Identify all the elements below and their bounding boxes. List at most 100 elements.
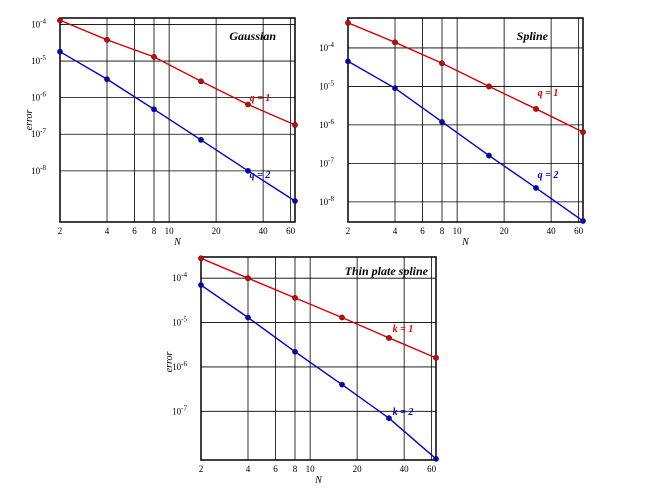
y-tick-label: 10-4	[31, 17, 46, 29]
y-tick-label: 10-4	[319, 41, 334, 53]
data-point	[57, 48, 63, 55]
plot-frame	[59, 17, 296, 223]
series-label: q = 2	[250, 170, 271, 181]
x-tick-label: 2	[199, 464, 204, 474]
series-label: q = 1	[538, 88, 559, 99]
data-point	[198, 255, 204, 262]
x-axis-label: N	[461, 237, 470, 248]
x-axis-label: N	[314, 475, 323, 486]
y-tick-label: 10-5	[31, 54, 46, 66]
data-point	[151, 53, 157, 60]
x-tick-label: 20	[500, 226, 510, 236]
x-tick-label: 10	[453, 226, 463, 236]
x-tick-label: 20	[353, 464, 363, 474]
y-tick-label: 10-4	[172, 271, 187, 283]
data-point	[57, 17, 63, 24]
data-point	[151, 106, 157, 113]
data-point	[392, 39, 398, 46]
data-point	[245, 101, 251, 108]
x-tick-label: 40	[259, 226, 269, 236]
plot-frame	[200, 256, 437, 461]
x-tick-label: 20	[212, 226, 222, 236]
data-point	[580, 129, 586, 136]
x-tick-label: 60	[427, 464, 437, 474]
data-point	[292, 348, 298, 355]
x-tick-label: 6	[420, 226, 425, 236]
y-tick-label: 10-6	[172, 360, 187, 372]
x-tick-label: 6	[273, 464, 278, 474]
data-point	[345, 19, 351, 26]
series-line-1	[200, 257, 437, 359]
x-tick-label: 2	[346, 226, 351, 236]
x-tick-label: 10	[165, 226, 175, 236]
x-tick-label: 60	[286, 226, 296, 236]
data-point	[433, 354, 439, 361]
y-tick-label: 10-7	[172, 404, 187, 416]
y-tick-label: 10-8	[319, 195, 334, 207]
data-point	[580, 218, 586, 224]
x-tick-label: 4	[246, 464, 251, 474]
data-point	[533, 106, 539, 112]
data-point	[386, 335, 392, 341]
x-tick-label: 8	[152, 226, 157, 236]
chart-title: Gaussian	[229, 29, 276, 43]
series-line-2	[200, 284, 437, 460]
data-point	[486, 152, 492, 159]
y-tick-label: 10-7	[31, 127, 46, 139]
x-tick-label: 4	[393, 226, 398, 236]
x-tick-label: 8	[293, 464, 298, 474]
x-axis-label: N	[173, 237, 182, 248]
y-tick-label: 10-5	[319, 79, 334, 91]
data-point	[245, 167, 251, 174]
data-point	[104, 36, 110, 43]
series-line-2	[59, 51, 296, 202]
data-point	[339, 381, 345, 388]
series-line-1	[59, 19, 296, 126]
chart-panel-2: 2 4 6 8 10 20 40 60 10-4 10-5 10-6 10-7 10-8 N Spline q…	[319, 17, 586, 248]
x-tick-label: 40	[547, 226, 557, 236]
data-point	[439, 60, 445, 67]
data-point	[292, 294, 298, 301]
data-point	[345, 58, 351, 65]
y-tick-label: 10-7	[319, 156, 334, 168]
data-point	[386, 415, 392, 422]
chart-title: Thin plate spline	[345, 264, 429, 278]
data-point	[198, 137, 204, 143]
series-label: k = 1	[393, 324, 414, 335]
data-point	[439, 118, 445, 125]
plot-frame	[347, 17, 584, 223]
x-tick-label: 4	[105, 226, 110, 236]
series-line-1	[347, 22, 584, 133]
data-point	[198, 78, 204, 85]
series-label: q = 2	[538, 170, 559, 181]
series-line-2	[347, 60, 584, 222]
x-tick-label: 8	[440, 226, 445, 236]
data-point	[392, 85, 398, 92]
y-tick-label: 10-8	[31, 164, 46, 176]
x-tick-label: 40	[400, 464, 410, 474]
y-tick-label: 10-5	[172, 316, 187, 328]
y-axis-label: error	[24, 110, 35, 131]
y-tick-label: 10-6	[319, 118, 334, 130]
data-point	[433, 455, 439, 462]
x-tick-label: 10	[306, 464, 316, 474]
y-axis-label: error	[164, 352, 175, 373]
data-point	[104, 76, 110, 83]
y-tick-label: 10-6	[31, 91, 46, 103]
series-label: q = 1	[250, 93, 271, 104]
chart-title: Spline	[517, 29, 549, 43]
x-tick-label: 2	[58, 226, 63, 236]
series-label: k = 2	[393, 407, 414, 418]
data-point	[292, 198, 298, 204]
x-tick-label: 6	[132, 226, 137, 236]
data-point	[533, 185, 539, 191]
data-point	[245, 314, 251, 321]
data-point	[198, 282, 204, 288]
data-point	[292, 121, 298, 128]
data-point	[245, 275, 251, 282]
x-tick-label: 60	[574, 226, 584, 236]
data-point	[486, 83, 492, 90]
